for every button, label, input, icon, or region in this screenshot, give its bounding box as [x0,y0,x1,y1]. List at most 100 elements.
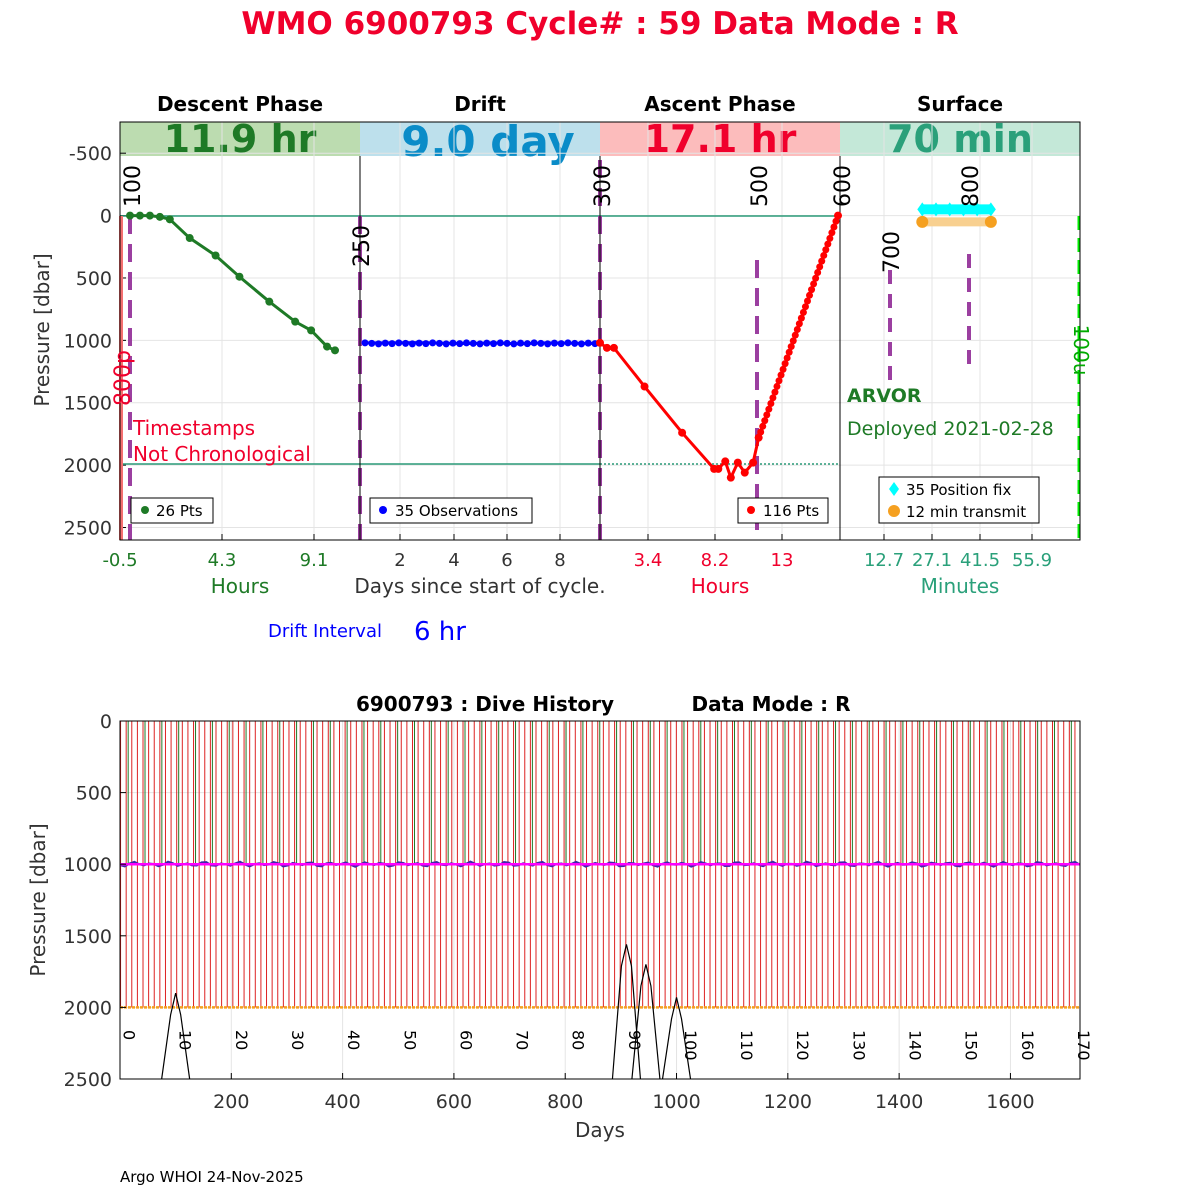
history-title-right: Data Mode : R [692,692,851,716]
drift-point-5 [395,339,403,347]
surface-fix-point-3 [958,202,969,217]
top-x-tick-label-1-0: 2 [394,550,405,571]
ascent-dense-point-32 [820,251,828,259]
ascent-dense-point-39 [834,212,842,220]
ascent-point-11 [749,458,758,467]
top-x-tick-label-1-3: 8 [554,550,565,571]
drift-point-15 [462,339,470,347]
descent-point-11 [323,342,332,351]
bottom-y-tick-label-5: 2500 [64,1069,112,1091]
ascent-dense-point-31 [818,257,826,265]
drift-point-25 [530,339,538,347]
descent-point-12 [331,346,339,355]
descent-point-10 [307,326,316,335]
drift-point-1 [368,339,376,347]
bottom-chart: 6900793 : Dive History Data Mode : R 0 10… [26,692,1093,1142]
footer-credit: Argo WHOI 24-Nov-2025 [120,1168,304,1186]
ascent-point-4 [678,428,687,437]
history-title-left: 6900793 : Dive History [356,692,614,716]
cycle-label-10: 10 [176,1030,195,1050]
legend-descent-text: 26 Pts [156,502,203,520]
x-unit-surface: Minutes [921,574,1000,598]
cycle-label-40: 40 [344,1030,363,1050]
drift-point-11 [435,339,443,347]
top-chart: Descent Phase Drift Ascent Phase Surface… [30,92,1093,647]
cycle-label-110: 110 [737,1030,756,1061]
top-y-tick-label-3: 1000 [64,330,112,352]
top-y-ticks: -500 0 500 1000 1500 2000 2500 [64,143,126,540]
grounding-spike-3 [661,997,692,1080]
top-x-tick-label-1-1: 4 [448,550,459,571]
ascent-dense-point-20 [795,320,803,328]
marker-label-100u: 100u [1069,325,1093,376]
drift-point-33 [584,339,592,347]
ascent-dense-point-18 [791,331,799,339]
phase-duration-ascent: 17.1 hr [644,117,797,161]
ascent-dense-point-30 [816,263,824,271]
ascent-dense-point-26 [808,286,816,294]
cycle-label-80: 80 [569,1030,588,1050]
bottom-y-tick-label-1: 500 [76,783,112,805]
marker-label-300: 300 [591,165,616,207]
legend-surface-fix-text: 35 Position fix [906,481,1011,499]
drift-point-18 [483,339,491,347]
top-y-tick-label-2: 500 [76,268,112,290]
cycle-label-60: 60 [456,1030,475,1050]
drift-point-3 [381,339,389,347]
ascent-dense-point-0 [755,434,763,442]
ascent-dense-point-14 [783,354,791,362]
top-y-tick-label-0: -500 [69,143,112,165]
bottom-x-tick-label-7: 1600 [986,1091,1034,1113]
drift-interval-label: Drift Interval [268,621,382,642]
bottom-y-tick-label-2: 1000 [64,854,112,876]
grounding-spike-2 [631,964,661,1080]
drift-point-14 [456,340,464,348]
top-x-ticks: -0.5 4.3 9.1 2 4 6 8 3.4 8.2 13 12.7 27.1 41.5 55.9 [102,534,1052,571]
top-x-tick-label-1-2: 6 [501,550,512,571]
cycle-label-0: 0 [120,1030,139,1040]
ascent-point-7 [721,457,730,466]
legend-descent: 26 Pts [130,497,214,524]
ascent-point-1 [602,343,611,352]
drift-point-12 [442,340,450,348]
marker-label-800: 800 [959,165,984,207]
ascent-point-6 [714,464,723,473]
cycle-label-130: 130 [849,1030,868,1061]
ascent-point-3 [640,382,649,391]
marker-label-800p: 800p [111,350,136,406]
ascent-dense-point-33 [822,246,830,254]
drift-point-10 [429,339,437,347]
top-x-tick-label-2-2: 13 [771,550,794,571]
cycle-label-70: 70 [513,1030,532,1050]
ascent-dense-point-28 [812,274,820,282]
ascent-dense-point-5 [765,405,773,413]
surface-fix-point-5 [985,202,996,217]
legend-ascent: 116 Pts [737,497,829,524]
top-y-tick-label-4: 1500 [64,393,112,415]
ascent-line [599,215,840,482]
top-x-tick-label-0-1: 4.3 [208,550,237,571]
x-unit-drift: Days since start of cycle. [354,574,605,598]
descent-point-1 [135,211,144,220]
descent-point-0 [126,211,134,220]
top-y-label: Pressure [dbar] [30,253,54,406]
top-y-tick-label-1: 0 [100,206,112,228]
surface-fix-point-4 [972,202,983,217]
bottom-x-tick-label-1: 400 [324,1091,360,1113]
x-unit-descent: Hours [211,574,270,598]
ascent-dense-point-22 [799,308,807,316]
drift-point-30 [564,339,572,347]
ascent-dense-point-27 [810,280,818,288]
marker-label-600: 600 [831,165,856,207]
bottom-y-label: Pressure [dbar] [26,823,50,976]
phase-duration-surface: 70 min [887,117,1033,161]
drift-point-26 [537,339,545,347]
ascent-dense-point-9 [773,382,781,390]
drift-interval-value: 6 hr [414,617,466,647]
top-x-tick-label-2-1: 8.2 [701,550,730,571]
phase-band-ascent [600,122,840,156]
phase-label-ascent: Ascent Phase [644,92,795,116]
cycle-label-160: 160 [1018,1030,1037,1061]
